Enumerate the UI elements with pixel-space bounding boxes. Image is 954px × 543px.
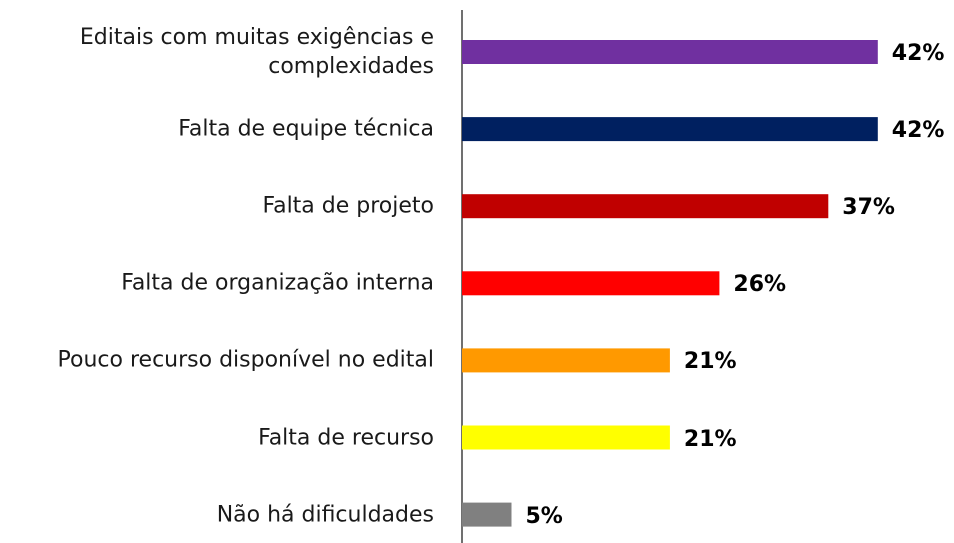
value-label: 21%: [683, 349, 737, 375]
bar: [462, 117, 878, 142]
bar: [462, 425, 670, 450]
category-label: Falta de equipe técnica: [178, 116, 434, 142]
value-label: 26%: [733, 272, 787, 298]
category-label: Falta de recurso: [258, 425, 434, 450]
value-label: 37%: [842, 195, 895, 221]
category-label: Falta de projeto: [262, 193, 434, 219]
category-label: Pouco recurso disponível no edital: [57, 347, 434, 373]
category-label: Não há dificuldades: [216, 502, 434, 528]
category-label: Falta de organização interna: [121, 270, 434, 296]
bar: [462, 502, 512, 527]
bar: [462, 40, 878, 64]
bar: [462, 194, 829, 219]
bar: [462, 348, 670, 373]
value-label: 5%: [525, 503, 563, 529]
bar: [462, 271, 720, 296]
value-label: 42%: [891, 118, 945, 144]
value-label: 42%: [891, 41, 945, 66]
category-label: Editais com muitas exigências e complexi…: [79, 25, 434, 79]
value-label: 21%: [683, 426, 737, 452]
